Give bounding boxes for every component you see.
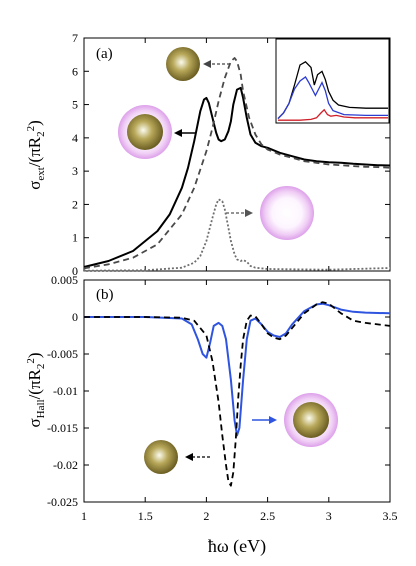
- x-tick-label: 3: [326, 509, 332, 523]
- arrow-to-core-shell: [174, 129, 196, 137]
- y-tick-label: -0.025: [47, 495, 78, 509]
- panel-a-y-axis-label: σext/(πR22): [25, 120, 47, 190]
- inset-plot: [275, 38, 390, 124]
- x-tick-label: 1: [81, 509, 87, 523]
- y-tick-label: 5: [72, 98, 78, 112]
- series-line-solid: [83, 86, 391, 268]
- y-tick-label: 1: [72, 231, 78, 245]
- core-shell-sphere-icon: [118, 105, 172, 159]
- x-axis-label: ħω (eV): [208, 536, 266, 557]
- y-tick-label: 0: [72, 310, 78, 324]
- panel-a-label: (a): [96, 46, 113, 62]
- y-tick-label: 4: [72, 131, 78, 145]
- panel-a-series: [83, 57, 391, 272]
- arrow-to-core: [203, 60, 230, 68]
- arrow-to-core-b: [185, 453, 210, 461]
- panel-a-y-ticks: 0 1 2 3 4 5 6 7: [72, 31, 391, 278]
- x-tick-label: 1.5: [138, 509, 153, 523]
- y-tick-label: 0.005: [51, 273, 78, 287]
- inset-line: [277, 76, 388, 120]
- x-tick-label: 2.5: [260, 509, 275, 523]
- series-line-dashed: [84, 301, 391, 487]
- x-tick-label: 2: [203, 509, 209, 523]
- series-line-dotted: [83, 198, 391, 272]
- y-tick-label: -0.005: [47, 347, 78, 361]
- panel-b-frame: [83, 279, 391, 503]
- arrow-to-shell: [226, 209, 253, 217]
- panel-a-chart: 0 1 2 3 4 5 6 7 (a) σext/(πR22): [25, 31, 391, 278]
- y-tick-label: 6: [72, 64, 78, 78]
- panel-b-series: [84, 301, 391, 487]
- panel-b-y-axis-label: σHall/(πR22): [25, 352, 47, 427]
- y-tick-label: 3: [72, 164, 78, 178]
- inset-line: [278, 108, 388, 121]
- core-sphere-icon: [144, 440, 178, 474]
- y-tick-label: -0.015: [47, 421, 78, 435]
- core-shell-sphere-icon: [284, 393, 338, 447]
- panel-b-label: (b): [96, 287, 114, 303]
- y-tick-label: 7: [72, 31, 78, 45]
- y-tick-label: 0: [72, 264, 78, 278]
- panel-a-frame: [83, 37, 391, 272]
- x-tick-label: 3.5: [383, 509, 398, 523]
- arrow-to-core-shell-b: [252, 416, 277, 424]
- inset-series: [277, 60, 388, 121]
- y-tick-label: -0.02: [53, 458, 78, 472]
- y-tick-label: -0.01: [53, 384, 78, 398]
- series-line-solid: [84, 302, 391, 437]
- y-tick-label: 2: [72, 197, 78, 211]
- inset-line: [277, 60, 388, 120]
- hollow-shell-icon: [260, 186, 314, 240]
- core-sphere-icon: [166, 47, 200, 81]
